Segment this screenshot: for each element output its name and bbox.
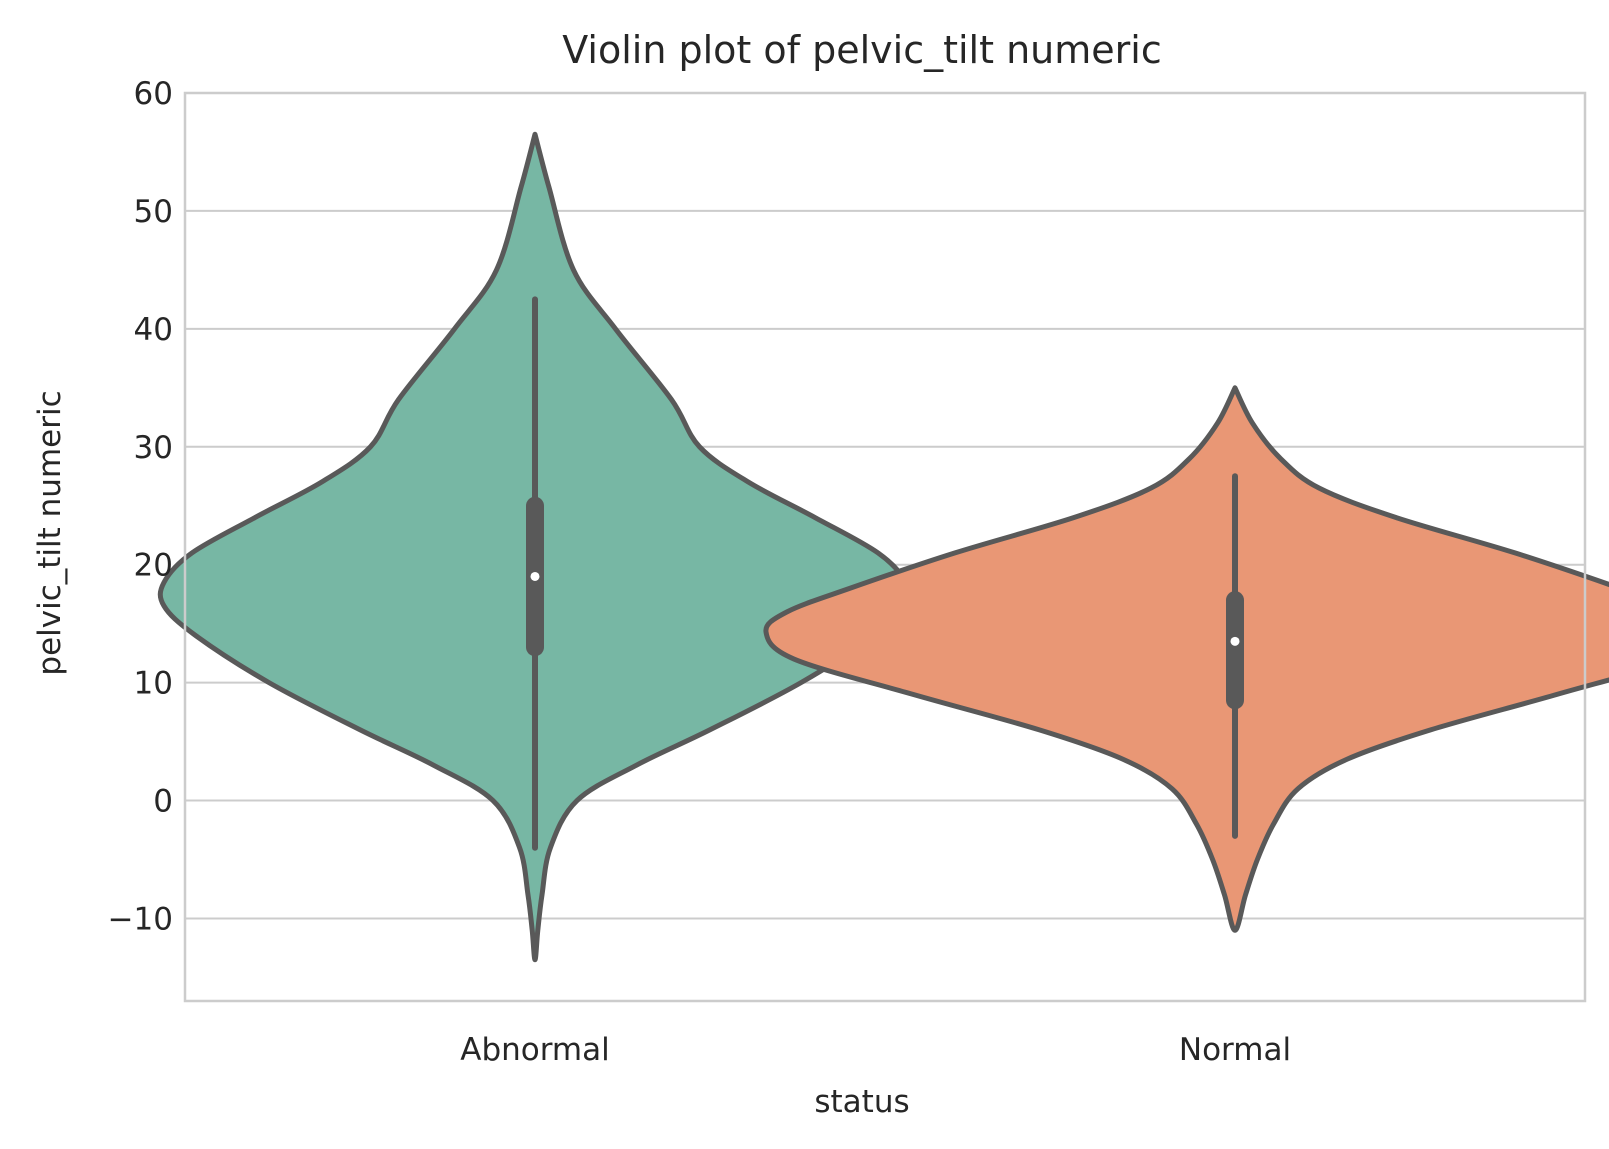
median-point: [530, 571, 540, 581]
violin-normal: [763, 385, 1609, 933]
violin-body: [763, 385, 1609, 933]
x-axis-label: status: [814, 1084, 909, 1120]
median-point: [1230, 636, 1240, 646]
violin-abnormal: [157, 131, 913, 963]
x-tick-label: Abnormal: [460, 1032, 610, 1068]
violins: [157, 131, 1609, 963]
y-tick-label: 60: [134, 76, 173, 112]
y-tick-label: 50: [134, 194, 173, 230]
plot-frame: [183, 91, 1587, 1003]
y-tick-labels: −10 0 10 20 30 40 50 60: [108, 76, 173, 937]
y-tick-label: 30: [134, 430, 173, 466]
y-tick-label: −10: [108, 901, 173, 937]
y-tick-label: 10: [134, 666, 173, 702]
y-tick-label: 40: [134, 312, 173, 348]
y-axis-label: pelvic_tilt numeric: [32, 390, 68, 675]
y-tick-label: 20: [134, 548, 173, 584]
chart-title: Violin plot of pelvic_tilt numeric: [562, 28, 1161, 72]
y-tick-label: 0: [153, 784, 173, 820]
x-tick-labels: Abnormal Normal: [460, 1032, 1291, 1068]
x-tick-label: Normal: [1179, 1032, 1291, 1068]
